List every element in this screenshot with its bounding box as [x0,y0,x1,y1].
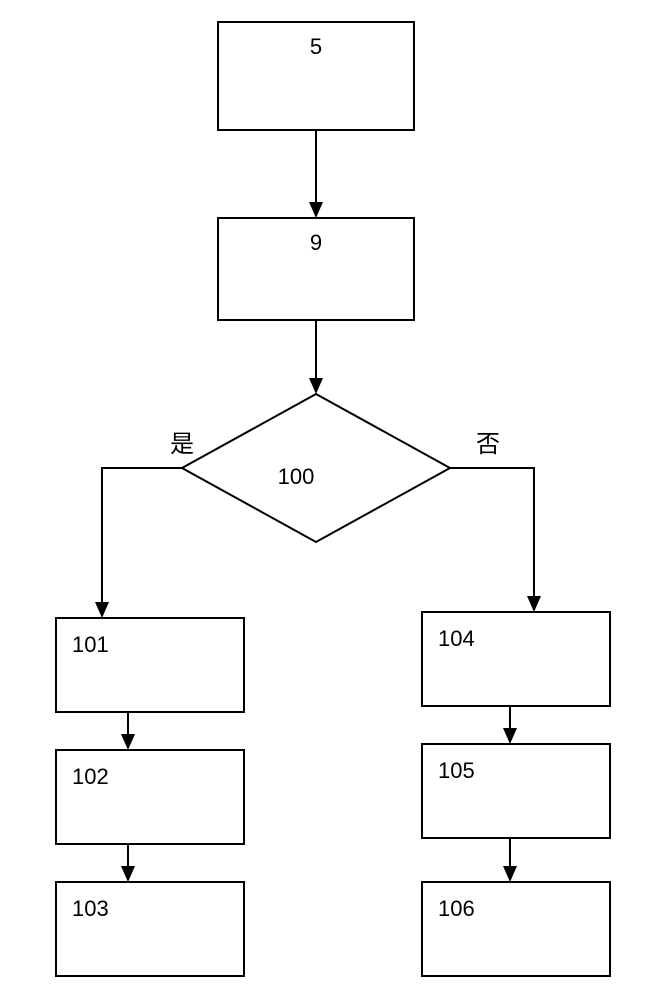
node-n104: 104 [422,612,610,706]
edge-e100-L: 是 [95,432,194,618]
node-label-n5: 5 [310,34,322,59]
node-label-n101: 101 [72,632,109,657]
arrowhead-icon [309,202,323,218]
node-label-n9: 9 [310,230,322,255]
arrowhead-icon [309,378,323,394]
arrowhead-icon [121,734,135,750]
edge-e101-102 [121,712,135,750]
node-n105: 105 [422,744,610,838]
edge-e100-R: 否 [450,432,541,612]
node-n102: 102 [56,750,244,844]
node-n101: 101 [56,618,244,712]
arrowhead-icon [503,728,517,744]
node-n103: 103 [56,882,244,976]
node-n106: 106 [422,882,610,976]
edge-label-e100-R: 否 [476,432,500,458]
node-n9: 9 [218,218,414,320]
node-label-n102: 102 [72,764,109,789]
edge-label-e100-L: 是 [170,432,194,458]
edge-e104-105 [503,706,517,744]
node-label-n104: 104 [438,626,475,651]
edge-e105-106 [503,838,517,882]
node-n5: 5 [218,22,414,130]
node-label-n106: 106 [438,896,475,921]
arrowhead-icon [95,602,109,618]
edge-e9-100 [309,320,323,394]
arrowhead-icon [121,866,135,882]
edge-e102-103 [121,844,135,882]
arrowhead-icon [503,866,517,882]
node-label-n105: 105 [438,758,475,783]
edge-e5-9 [309,130,323,218]
node-d100: 100 [182,394,450,542]
arrowhead-icon [527,596,541,612]
node-label-d100: 100 [278,464,315,489]
node-label-n103: 103 [72,896,109,921]
